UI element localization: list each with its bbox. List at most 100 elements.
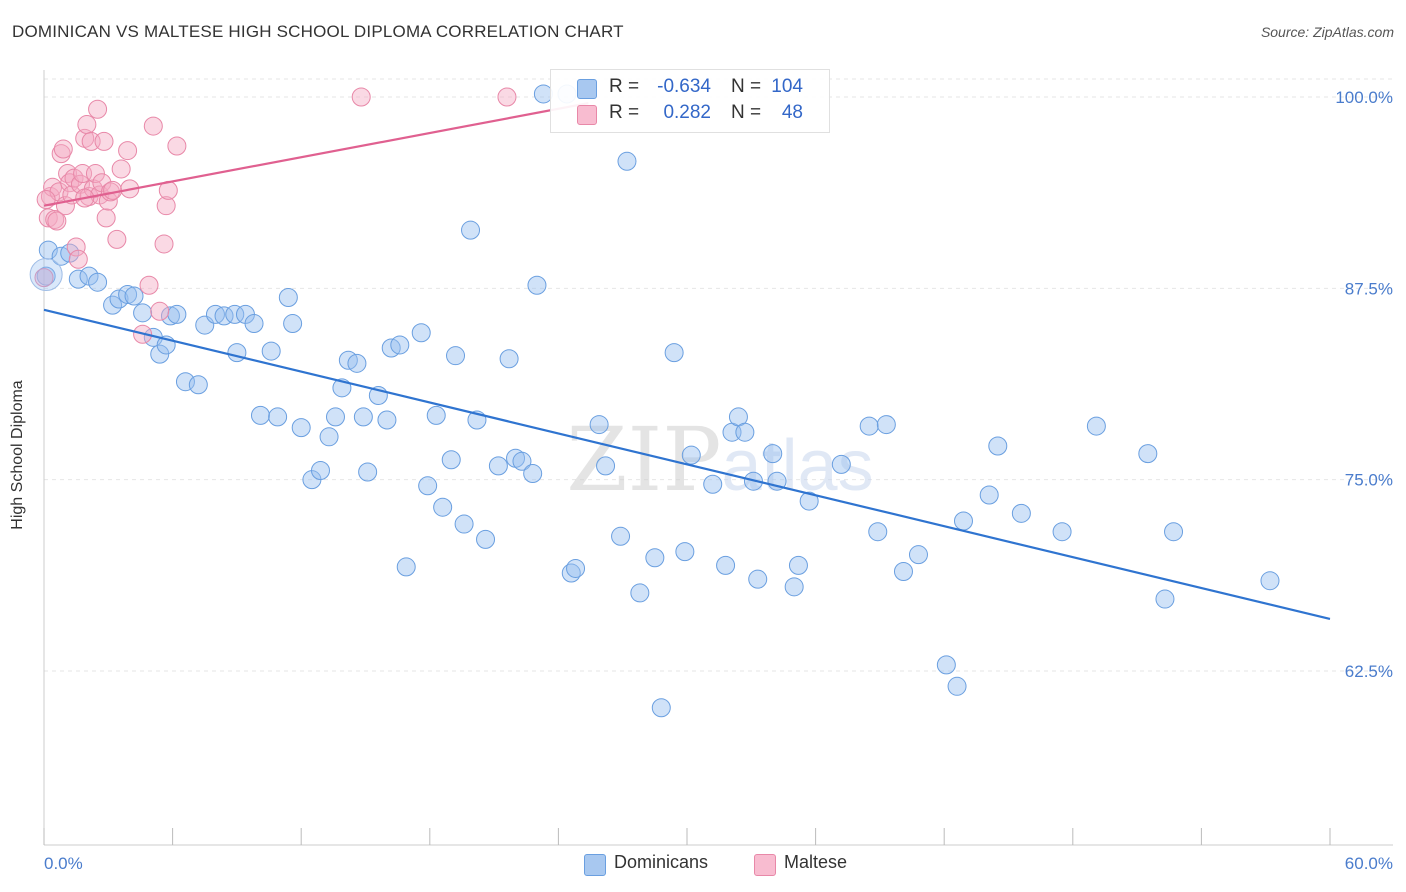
dominicans-point — [118, 284, 138, 304]
dominicans-point — [953, 511, 973, 531]
dominicans-point — [133, 303, 153, 323]
dominicans-point — [703, 474, 723, 494]
dominicans-point — [283, 314, 303, 334]
dominicans-point — [716, 555, 736, 575]
legend-n-label: N = — [731, 76, 762, 97]
y-tick-label: 62.5% — [1345, 662, 1393, 681]
legend-swatch-maltese — [577, 105, 597, 125]
legend-swatch-maltese — [754, 854, 776, 876]
dominicans-point — [261, 341, 281, 361]
dominicans-point — [124, 286, 144, 306]
maltese-point — [150, 301, 170, 321]
dominicans-point — [979, 485, 999, 505]
maltese-point — [154, 234, 174, 254]
dominicans-point — [426, 405, 446, 425]
legend-n-label: N = — [731, 102, 762, 123]
dominicans-point — [675, 542, 695, 562]
x-tick-label-max: 60.0% — [1345, 854, 1393, 873]
dominicans-point — [611, 526, 631, 546]
dominicans-point — [160, 306, 180, 326]
maltese-point — [351, 87, 371, 107]
y-tick-label: 87.5% — [1345, 279, 1393, 298]
dominicans-point — [617, 151, 637, 171]
dominicans-point — [325, 407, 345, 427]
axes — [43, 70, 1393, 846]
dominicans-point — [109, 289, 129, 309]
dominicans-point — [377, 410, 397, 430]
dominicans-cluster-point — [29, 258, 63, 292]
series-dominicans — [36, 84, 1280, 718]
dominicans-point — [947, 676, 967, 696]
legend-r-value: 0.282 — [663, 102, 711, 123]
legend-n-value: 104 — [771, 76, 803, 97]
dominicans-point — [1164, 522, 1184, 542]
dominicans-point — [433, 497, 453, 517]
dominicans-point — [167, 304, 187, 324]
dominicans-point — [310, 460, 330, 480]
dominicans-trend-line — [43, 308, 1331, 621]
maltese-point — [497, 87, 517, 107]
dominicans-point — [250, 405, 270, 425]
legend-label-dominicans: Dominicans — [614, 852, 709, 872]
dominicans-point — [868, 522, 888, 542]
dominicans-point — [566, 558, 586, 578]
dominicans-point — [188, 375, 208, 395]
maltese-point — [34, 268, 54, 288]
dominicans-point — [908, 545, 928, 565]
maltese-point — [103, 180, 123, 200]
maltese-trend-line — [43, 102, 589, 207]
dominicans-point — [499, 349, 519, 369]
dominicans-point — [831, 454, 851, 474]
dominicans-point — [454, 514, 474, 534]
maltese-point — [53, 139, 73, 159]
dominicans-point — [150, 344, 170, 364]
dominicans-point — [1155, 589, 1175, 609]
dominicans-point — [1052, 522, 1072, 542]
dominicans-point — [175, 372, 195, 392]
y-tick-labels: 62.5% 75.0% 87.5% 100.0% — [1335, 88, 1393, 681]
maltese-point — [111, 159, 131, 179]
legend-row-maltese: R = 0.282 N = 48 — [551, 101, 829, 127]
dominicans-point — [876, 415, 896, 435]
legend-label-maltese: Maltese — [784, 852, 848, 872]
legend-swatch-dominicans — [577, 79, 597, 99]
dominicans-point — [788, 555, 808, 575]
dominicans-point — [1138, 444, 1158, 464]
dominicans-point — [441, 450, 461, 470]
source-note: Source: ZipAtlas.com — [1260, 24, 1394, 40]
maltese-point — [66, 237, 86, 257]
dominicans-point — [446, 346, 466, 366]
series-legend: Dominicans Maltese — [0, 852, 1406, 878]
maltese-point — [88, 99, 108, 119]
maltese-point — [85, 164, 105, 184]
stats-legend: R = -0.634 N = 104 R = 0.282 N = 48 — [550, 69, 830, 133]
series-maltese — [34, 87, 517, 344]
trend-lines — [43, 102, 1331, 621]
dominicans-point — [630, 583, 650, 603]
legend-r-label: R = — [609, 102, 640, 123]
maltese-point — [94, 131, 114, 151]
dominicans-point — [893, 562, 913, 582]
dominicans-point — [461, 220, 481, 240]
dominicans-point — [319, 427, 339, 447]
dominicans-point — [748, 569, 768, 589]
dominicans-point — [664, 343, 684, 363]
dominicans-point — [418, 476, 438, 496]
dominicans-point — [512, 451, 532, 471]
dominicans-point — [1260, 571, 1280, 591]
dominicans-point — [347, 353, 367, 373]
dominicans-point — [763, 444, 783, 464]
dominicans-point — [523, 464, 543, 484]
dominicans-point — [244, 314, 264, 334]
dominicans-point — [278, 288, 298, 308]
dominicans-point — [784, 577, 804, 597]
dominicans-point — [799, 491, 819, 511]
dominicans-point — [645, 548, 665, 568]
dominicans-point — [68, 269, 88, 289]
dominicans-point — [411, 323, 431, 343]
dominicans-point — [1086, 416, 1106, 436]
maltese-point — [139, 275, 159, 295]
data-points — [29, 84, 1280, 718]
dominicans-point — [859, 416, 879, 436]
dominicans-point — [291, 418, 311, 438]
